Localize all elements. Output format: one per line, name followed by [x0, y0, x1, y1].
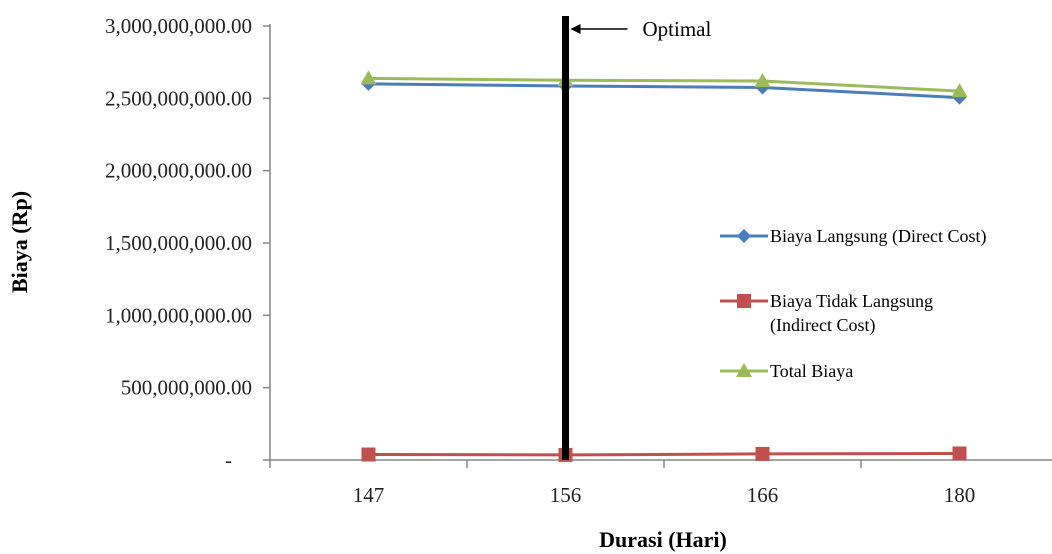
x-tick-label: 180: [944, 483, 976, 507]
y-tick-label: 500,000,000.00: [121, 376, 252, 400]
x-axis-title: Durasi (Hari): [599, 527, 727, 552]
x-tick-label: 156: [550, 483, 582, 507]
legend-label: Biaya Langsung (Direct Cost): [770, 226, 986, 247]
x-axis-ticks: 147 156 166 180: [269, 460, 976, 507]
data-point: [754, 72, 771, 87]
x-tick-label: 147: [353, 483, 385, 507]
x-tick-label: 166: [747, 483, 779, 507]
legend-marker: [736, 363, 752, 377]
y-axis-title: Biaya (Rp): [7, 191, 32, 293]
y-tick-label: 3,000,000,000.00: [105, 14, 252, 38]
series-line: [368, 451, 960, 457]
y-tick-label: -: [225, 448, 232, 472]
y-tick-label: 2,000,000,000.00: [105, 159, 252, 183]
data-point: [360, 70, 377, 85]
data-point: [361, 447, 376, 462]
legend-marker: [737, 294, 751, 308]
optimal-label: Optimal: [643, 17, 712, 41]
optimal-annotation: Optimal: [562, 16, 712, 460]
y-tick-label: 2,500,000,000.00: [105, 86, 252, 110]
y-tick-label: 1,000,000,000.00: [105, 303, 252, 327]
legend-label: Total Biaya: [770, 361, 853, 381]
legend-item-1: Biaya Langsung (Direct Cost): [720, 226, 986, 247]
legend-item-2: Biaya Tidak Langsung (Indirect Cost): [720, 291, 933, 336]
legend-item-3: Total Biaya: [720, 361, 853, 381]
series-line: [368, 76, 960, 93]
series-layer: [360, 70, 968, 462]
data-point: [952, 446, 967, 461]
y-axis-ticks: - 500,000,000.00 1,000,000,000.00 1,500,000…: [105, 14, 270, 472]
data-point: [755, 446, 770, 461]
y-tick-label: 1,500,000,000.00: [105, 231, 252, 255]
legend: Biaya Langsung (Direct Cost) Biaya Tidak …: [720, 226, 986, 381]
series-line: [368, 82, 960, 100]
legend-marker: [737, 229, 751, 243]
legend-label: Biaya Tidak Langsung: [770, 291, 933, 311]
optimal-arrow-head: [570, 24, 581, 34]
data-point: [951, 83, 968, 98]
legend-label: (Indirect Cost): [770, 315, 875, 336]
